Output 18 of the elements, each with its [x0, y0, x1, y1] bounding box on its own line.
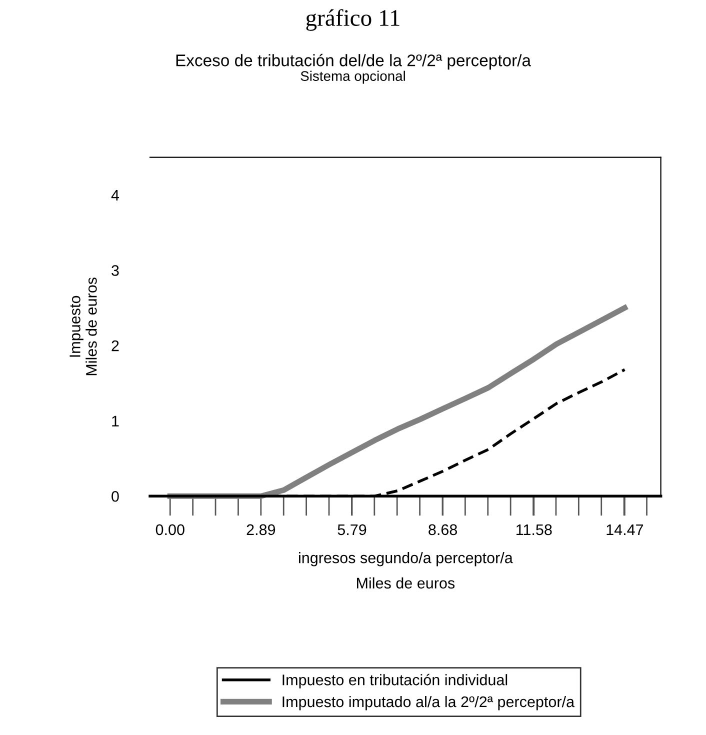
legend-label: Impuesto en tributación individual: [282, 674, 508, 688]
x-tick-label: 8.68: [428, 524, 458, 536]
x-tick-label: 2.89: [246, 524, 276, 536]
x-tick-label: 5.79: [338, 524, 366, 536]
y-tick-label: 4: [111, 190, 120, 200]
y-tick-label: 3: [112, 265, 119, 276]
x-axis-title: ingresos segundo/a perceptor/a Miles de euros: [299, 552, 513, 589]
x-tick-label: 14.47: [606, 524, 644, 535]
y-tick-label: 1: [112, 416, 119, 426]
x-tick-label: 0.00: [156, 524, 184, 536]
x-tick-label: 11.58: [516, 524, 552, 536]
text: gráfico 11: [306, 9, 400, 31]
chart-subtitle: Sistema opcional: [300, 70, 405, 84]
chart-title: Exceso de tributación del/de la 2º/2ª perceptor/a: [176, 54, 532, 70]
y-tick-label: 0: [112, 490, 119, 502]
y-tick-label: 2: [112, 340, 119, 352]
legend-label: Impuesto imputado al/a la 2º/2ª perceptor/a: [282, 696, 575, 710]
y-axis-title: Impuesto Miles de euros: [70, 278, 97, 376]
